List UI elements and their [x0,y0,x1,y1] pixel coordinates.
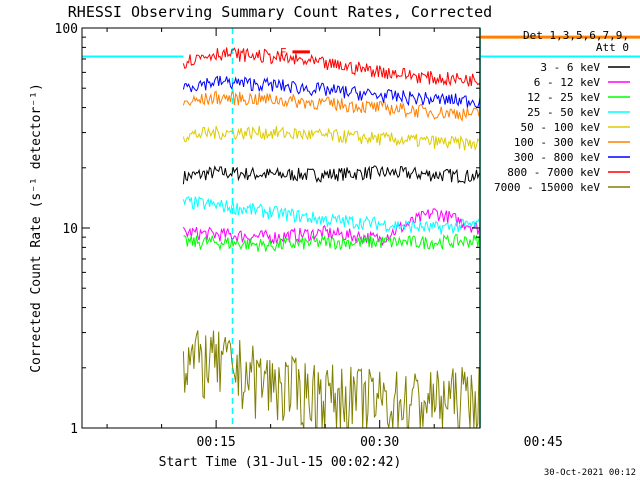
legend-label: 25 - 50 keV [527,106,600,119]
legend-label: 50 - 100 keV [521,121,601,134]
legend-label: 800 - 7000 keV [507,166,600,179]
x-tick-label: 00:45 [524,435,563,450]
series-line [182,173,481,235]
flag-markers: FS [280,35,640,59]
chart-title: RHESSI Observing Summary Count Rates, Co… [68,3,492,21]
y-tick-label: 100 [55,22,78,37]
legend: Det 1,3,5,6,7,9, Att 0 3 - 6 keV 6 - 12 k… [494,29,630,194]
y-tick-label: 10 [62,222,78,237]
series-line [182,78,481,122]
flag-label: F [280,46,287,59]
x-tick-label: 00:30 [360,435,399,450]
legend-label: 12 - 25 keV [527,91,600,104]
legend-label: 100 - 300 keV [514,136,600,149]
footer-timestamp: 30-Oct-2021 00:12 [544,468,636,478]
legend-header-line1: Det 1,3,5,6,7,9, [523,29,629,42]
y-tick-label: 1 [70,422,78,437]
x-tick-label: 00:15 [197,435,236,450]
legend-label: 300 - 800 keV [514,151,600,164]
series-line [182,280,481,429]
series-line [182,113,481,153]
legend-header-line2: Att 0 [596,41,629,54]
x-axis-label: Start Time (31-Jul-15 00:02:42) [159,455,402,470]
series-line [182,28,481,87]
legend-label: 3 - 6 keV [540,61,600,74]
legend-label: 6 - 12 keV [534,76,601,89]
series-line [182,163,481,185]
y-axis-label: Corrected Count Rate (s⁻¹ detector⁻¹) [29,83,44,373]
legend-label: 7000 - 15000 keV [494,181,600,194]
